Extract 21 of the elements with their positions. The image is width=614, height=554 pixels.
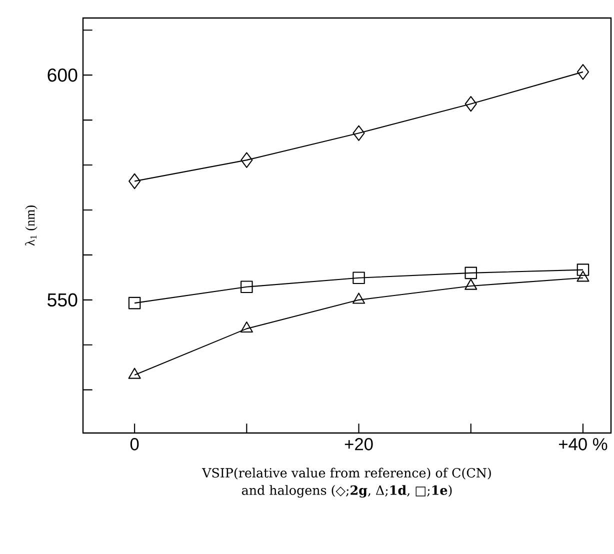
point	[352, 272, 365, 284]
y-tick-label: 600	[48, 68, 78, 82]
point	[128, 368, 141, 379]
point	[464, 96, 477, 112]
point	[240, 280, 253, 294]
x-tick-label: +40 %	[558, 438, 608, 450]
x-tick-label: +20	[344, 438, 373, 450]
point	[352, 292, 366, 304]
point	[576, 264, 590, 276]
point	[240, 321, 253, 333]
y-tick-label: 550	[48, 293, 78, 307]
point	[464, 278, 478, 290]
point	[128, 296, 141, 310]
x-tick-label: 0	[130, 438, 139, 450]
y-axis-title: λ$_{1}$ (nm)	[25, 206, 38, 246]
point	[576, 64, 590, 80]
point	[352, 125, 365, 141]
x-axis-title: VSIP(relative value from reference) of C(CN) and halogens (◇;2g, Δ;1d, □;1e)	[202, 468, 491, 498]
point	[128, 173, 141, 190]
point	[464, 266, 478, 280]
point	[240, 152, 253, 168]
